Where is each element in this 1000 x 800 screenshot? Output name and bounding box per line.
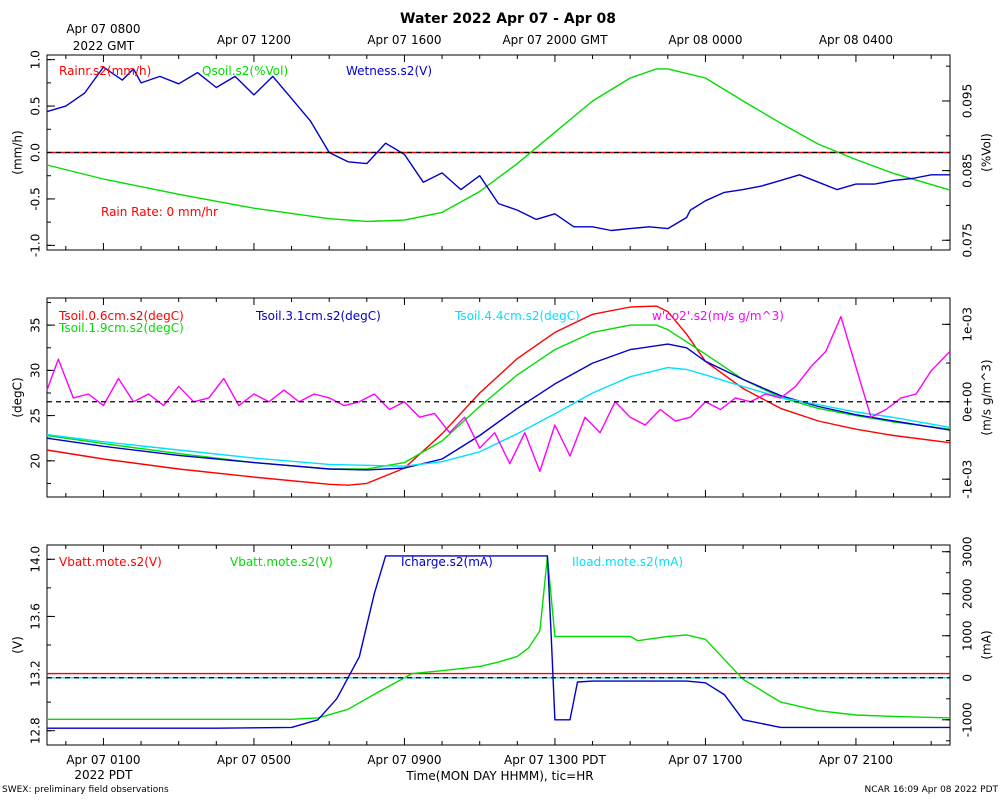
bottom-axis-sublabel: 2022 PDT bbox=[74, 768, 133, 782]
right-y-tick-label: 0.085 bbox=[961, 153, 975, 187]
panel-2: 20 25 30 35 -1e-03 0e+00 1e-03 (degC) (m/s g/m^3… bbox=[11, 297, 994, 499]
top-axis-label-4: Apr 07 2000 GMT bbox=[502, 33, 608, 47]
left-y-tick-label: 0.0 bbox=[29, 143, 43, 162]
right-y-tick-label: 0e+00 bbox=[961, 382, 975, 422]
series-line-1-3 bbox=[46, 66, 950, 232]
legend-entry-2-1: Tsoil.0.6cm.s2(degC) bbox=[58, 309, 184, 323]
right-y-tick-label: -1e-03 bbox=[961, 460, 975, 499]
left-y-tick-label: 13.6 bbox=[29, 603, 43, 630]
right-y-tick-label: 2000 bbox=[961, 578, 975, 609]
top-axis-label-5: Apr 08 0000 bbox=[668, 33, 742, 47]
bottom-axis-label-6: Apr 07 2100 bbox=[819, 753, 893, 767]
footer-right: NCAR 16:09 Apr 08 2022 PDT bbox=[865, 785, 999, 795]
panel-3: 12.8 13.2 13.6 14.0 -1000 0 1000 2000 3000 (V) (mA… bbox=[11, 536, 994, 746]
left-axis-label: (mm/h) bbox=[11, 130, 25, 174]
left-y-tick-label: 30 bbox=[29, 363, 43, 378]
legend-entry-1-2: Qsoil.s2(%Vol) bbox=[202, 64, 288, 78]
right-axis-label: (m/s g/m^3) bbox=[980, 359, 994, 435]
panel-frame bbox=[46, 297, 951, 498]
top-time-axis: Apr 07 0800 Apr 07 1200 Apr 07 1600 Apr 07 … bbox=[66, 22, 893, 53]
left-y-tick-label: -1.0 bbox=[29, 234, 43, 257]
right-y-tick-label: 1000 bbox=[961, 620, 975, 651]
series-line-3-2 bbox=[47, 555, 951, 720]
right-y-tick-label: 0.075 bbox=[961, 223, 975, 257]
right-y-tick-label: 3000 bbox=[961, 536, 975, 567]
series-line-2-1 bbox=[46, 305, 951, 486]
legend-entry-3-3: Icharge.s2(mA) bbox=[401, 555, 493, 569]
left-y-tick-label: 13.2 bbox=[29, 660, 43, 687]
top-axis-label-3: Apr 07 1600 bbox=[367, 33, 441, 47]
bottom-axis-label-2: Apr 07 0500 bbox=[217, 753, 291, 767]
legend-entry-2-4: Tsoil.4.4cm.s2(degC) bbox=[454, 309, 580, 323]
left-y-tick-label: 14.0 bbox=[29, 546, 43, 573]
legend-entry-2-3: Tsoil.3.1cm.s2(degC) bbox=[255, 309, 381, 323]
left-axis-label: (degC) bbox=[11, 377, 25, 417]
left-axis-label: (V) bbox=[11, 636, 25, 654]
bottom-time-axis: Apr 07 0100 Apr 07 0500 Apr 07 0900 Apr 07 … bbox=[66, 753, 893, 782]
bottom-axis-label-3: Apr 07 0900 bbox=[367, 753, 441, 767]
legend-entry-1-3: Wetness.s2(V) bbox=[346, 64, 432, 78]
rain-rate-annotation: Rain Rate: 0 mm/hr bbox=[101, 205, 218, 219]
panel-1: -1.0 -0.5 0.0 0.5 1.0 0.075 0.085 0.095 (mm/h) (%… bbox=[11, 50, 994, 257]
panels: -1.0 -0.5 0.0 0.5 1.0 0.075 0.085 0.095 (mm/h) (%… bbox=[11, 50, 994, 746]
bottom-axis-label-4: Apr 07 1300 PDT bbox=[504, 753, 606, 767]
chart-title: Water 2022 Apr 07 - Apr 08 bbox=[400, 11, 616, 27]
right-y-tick-label: -1000 bbox=[961, 702, 975, 737]
left-y-tick-label: -0.5 bbox=[29, 187, 43, 210]
series-line-1-2 bbox=[46, 68, 951, 223]
x-axis-label: Time(MON DAY HHMM), tic=HR bbox=[405, 769, 593, 783]
legend-entry-1-1: Rainr.s2(mm/h) bbox=[59, 64, 151, 78]
right-y-tick-label: 0 bbox=[961, 674, 975, 682]
top-axis-label-1: Apr 07 0800 bbox=[66, 22, 140, 36]
top-axis-label-2: Apr 07 1200 bbox=[217, 33, 291, 47]
top-axis-sublabel: 2022 GMT bbox=[73, 39, 135, 53]
left-y-tick-label: 35 bbox=[29, 317, 43, 332]
left-y-tick-label: 20 bbox=[29, 453, 43, 468]
left-y-tick-label: 0.5 bbox=[29, 97, 43, 116]
left-y-tick-label: 25 bbox=[29, 408, 43, 423]
series-line-2-2 bbox=[46, 324, 951, 470]
legend-entry-3-4: Iload.mote.s2(mA) bbox=[572, 555, 683, 569]
panel-frame bbox=[46, 544, 951, 746]
legend-entry-2-5: w'co2'.s2(m/s g/m^3) bbox=[652, 309, 784, 323]
legend-entry-3-1: Vbatt.mote.s2(V) bbox=[59, 555, 162, 569]
right-y-tick-label: 1e-03 bbox=[961, 307, 975, 342]
series-line-2-4 bbox=[46, 366, 951, 467]
right-axis-label: (%Vol) bbox=[980, 133, 994, 172]
top-axis-label-6: Apr 08 0400 bbox=[819, 33, 893, 47]
series-line-3-3 bbox=[47, 555, 950, 729]
right-axis-label: (mA) bbox=[980, 630, 994, 659]
bottom-axis-label-1: Apr 07 0100 bbox=[66, 753, 140, 767]
left-y-tick-label: 12.8 bbox=[29, 717, 43, 744]
right-y-tick-label: 0.095 bbox=[961, 84, 975, 118]
series-line-2-5 bbox=[46, 315, 951, 473]
legend-entry-3-2: Vbatt.mote.s2(V) bbox=[230, 555, 333, 569]
footer-left: SWEX: preliminary field observations bbox=[2, 785, 169, 795]
bottom-axis-label-5: Apr 07 1700 bbox=[668, 753, 742, 767]
legend-entry-2-2: Tsoil.1.9cm.s2(degC) bbox=[58, 321, 184, 335]
left-y-tick-label: 1.0 bbox=[29, 50, 43, 69]
